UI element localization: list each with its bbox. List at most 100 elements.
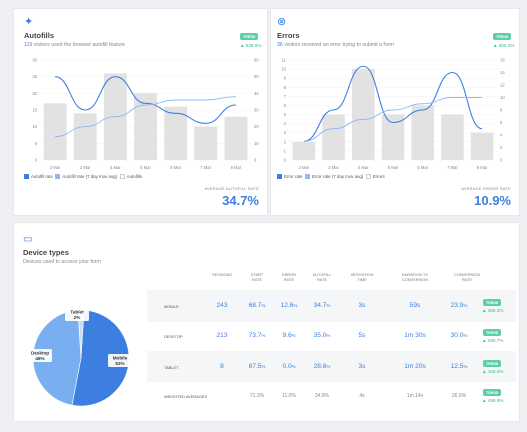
- legend-item[interactable]: Errors: [372, 174, 385, 179]
- start-rate-value: 87.5%: [248, 363, 266, 370]
- y-right-tick-label: 50: [254, 74, 259, 79]
- weighted-error-rate: 11.0%: [282, 393, 296, 399]
- weighted-conversion-rate: 26.5%: [451, 393, 467, 399]
- bar: [441, 114, 464, 160]
- legend-item[interactable]: Autofills: [126, 174, 142, 179]
- bar: [224, 116, 248, 160]
- legend-swatch: [24, 174, 29, 179]
- bar: [164, 106, 188, 160]
- column-header[interactable]: START RATE: [250, 272, 264, 283]
- conversion-rate-value: 30.0%: [450, 332, 468, 339]
- y-left-tick-label: 9: [284, 76, 287, 81]
- x-tick-label: 2 Mar: [298, 165, 309, 170]
- duration-value: 59s: [409, 302, 421, 309]
- bar: [134, 93, 157, 160]
- x-tick-label: 7 Mar: [447, 165, 458, 170]
- sessions-value: 213: [216, 332, 228, 339]
- legend-item[interactable]: Autofill rate: [31, 174, 53, 179]
- y-left-tick-label: 10: [281, 67, 286, 72]
- pie-label-bg: [65, 308, 89, 321]
- series-line: [303, 97, 483, 142]
- column-header[interactable]: ERROR RATE: [281, 272, 297, 283]
- bar: [351, 69, 375, 160]
- y-left-tick-label: 4: [284, 121, 287, 126]
- column-header[interactable]: DURATION TO CONVERSION: [401, 272, 429, 283]
- autofills-legend: Autofill rate Autofill rate (7 day mov a…: [24, 174, 142, 179]
- y-right-tick-label: 2: [500, 145, 503, 150]
- trend-value: ▲ 499.9%: [482, 398, 504, 403]
- series-line: [303, 65, 483, 142]
- trend-value: ▲ 800.0%: [493, 43, 515, 48]
- conversion-rate-value: 23.9%: [450, 302, 468, 309]
- y-right-tick-label: 8: [500, 108, 503, 113]
- pie-label-name: Desktop: [31, 351, 49, 356]
- y-right-tick-label: 10: [254, 141, 259, 146]
- weighted-autofill-rate: 34.8%: [314, 393, 330, 399]
- legend-swatch: [365, 174, 371, 179]
- start-rate-value: 73.7%: [248, 332, 266, 339]
- column-header[interactable]: AUTOFILL RATE: [312, 272, 332, 283]
- average-autofill-label: AVERAGE AUTOFILL RATE: [204, 186, 259, 191]
- pie-label-value: 52%: [115, 361, 124, 366]
- y-left-tick-label: 3: [284, 130, 287, 135]
- legend-item[interactable]: Error rate: [284, 174, 303, 179]
- column-header[interactable]: SESSIONS: [212, 272, 232, 277]
- y-left-tick-label: 0: [284, 158, 287, 163]
- pie-label-bg: [28, 349, 52, 362]
- trend-badge: TREND: [240, 33, 259, 40]
- x-tick-label: 8 Mar: [231, 165, 242, 170]
- trend-badge: TREND: [493, 33, 512, 40]
- errors-subtitle: 36 visitors received an error trying to …: [277, 42, 394, 48]
- magic-wand-icon: ✦: [24, 16, 34, 28]
- autofill-rate-value: 34.7%: [313, 302, 331, 309]
- legend-swatch: [305, 174, 310, 179]
- autofills-title: Autofills: [24, 31, 54, 40]
- devices-icon: ▭: [23, 234, 33, 245]
- bar: [411, 105, 435, 160]
- weighted-start-rate: 71.3%: [249, 393, 265, 399]
- autofills-subtitle: 115 visitors used the browser autofill f…: [24, 42, 126, 48]
- x-tick-label: 4 Mar: [110, 165, 121, 170]
- device-types-title: Device types: [23, 248, 69, 257]
- y-left-tick-label: 5: [284, 112, 287, 117]
- bar: [43, 103, 67, 160]
- table-row-bg: [147, 290, 516, 322]
- trend-value: ▲ 100.0%: [482, 369, 504, 374]
- legend-item[interactable]: Autofill rate (7 day mov avg): [62, 174, 118, 179]
- y-left-tick-label: 0: [35, 158, 38, 163]
- y-left-tick-label: 2: [284, 139, 287, 144]
- error-rate-value: 12.6%: [280, 302, 298, 309]
- x-tick-label: 8 Mar: [477, 165, 488, 170]
- sessions-value: 8: [220, 363, 224, 370]
- y-right-tick-label: 0: [254, 158, 257, 163]
- average-autofill-value: 34.7%: [222, 193, 259, 208]
- bar: [292, 141, 316, 160]
- device-types-subtitle: Devices used to access your form: [23, 259, 101, 265]
- weighted-duration: 1m 14s: [406, 393, 424, 399]
- bar: [322, 114, 345, 160]
- pie-label-name: Tablet: [70, 310, 84, 315]
- legend-item[interactable]: Error rate (7 day mov avg): [312, 174, 364, 179]
- y-right-tick-label: 6: [500, 120, 503, 125]
- y-right-tick-label: 30: [254, 108, 259, 113]
- duration-value: 1m 20s: [404, 363, 426, 370]
- row-label: DESKTOP: [164, 334, 183, 339]
- conversion-rate-value: 12.5%: [450, 363, 468, 370]
- y-left-tick-label: 11: [282, 58, 287, 63]
- y-right-tick-label: 10: [500, 95, 505, 100]
- weighted-hesitation-time: 4s: [359, 393, 365, 399]
- column-header[interactable]: HESITATION TIME: [350, 272, 374, 283]
- bar: [194, 126, 218, 160]
- error-rate-value: 9.6%: [282, 332, 296, 339]
- row-label: TABLET: [164, 365, 179, 370]
- sessions-value: 243: [216, 302, 228, 309]
- x-tick-label: 6 Mar: [170, 165, 181, 170]
- column-header[interactable]: CONVERSION RATE: [453, 272, 481, 283]
- trend-badge: TREND: [483, 299, 502, 306]
- legend-swatch: [55, 174, 61, 179]
- bar: [470, 132, 494, 160]
- autofill-rate-value: 28.6%: [313, 363, 331, 370]
